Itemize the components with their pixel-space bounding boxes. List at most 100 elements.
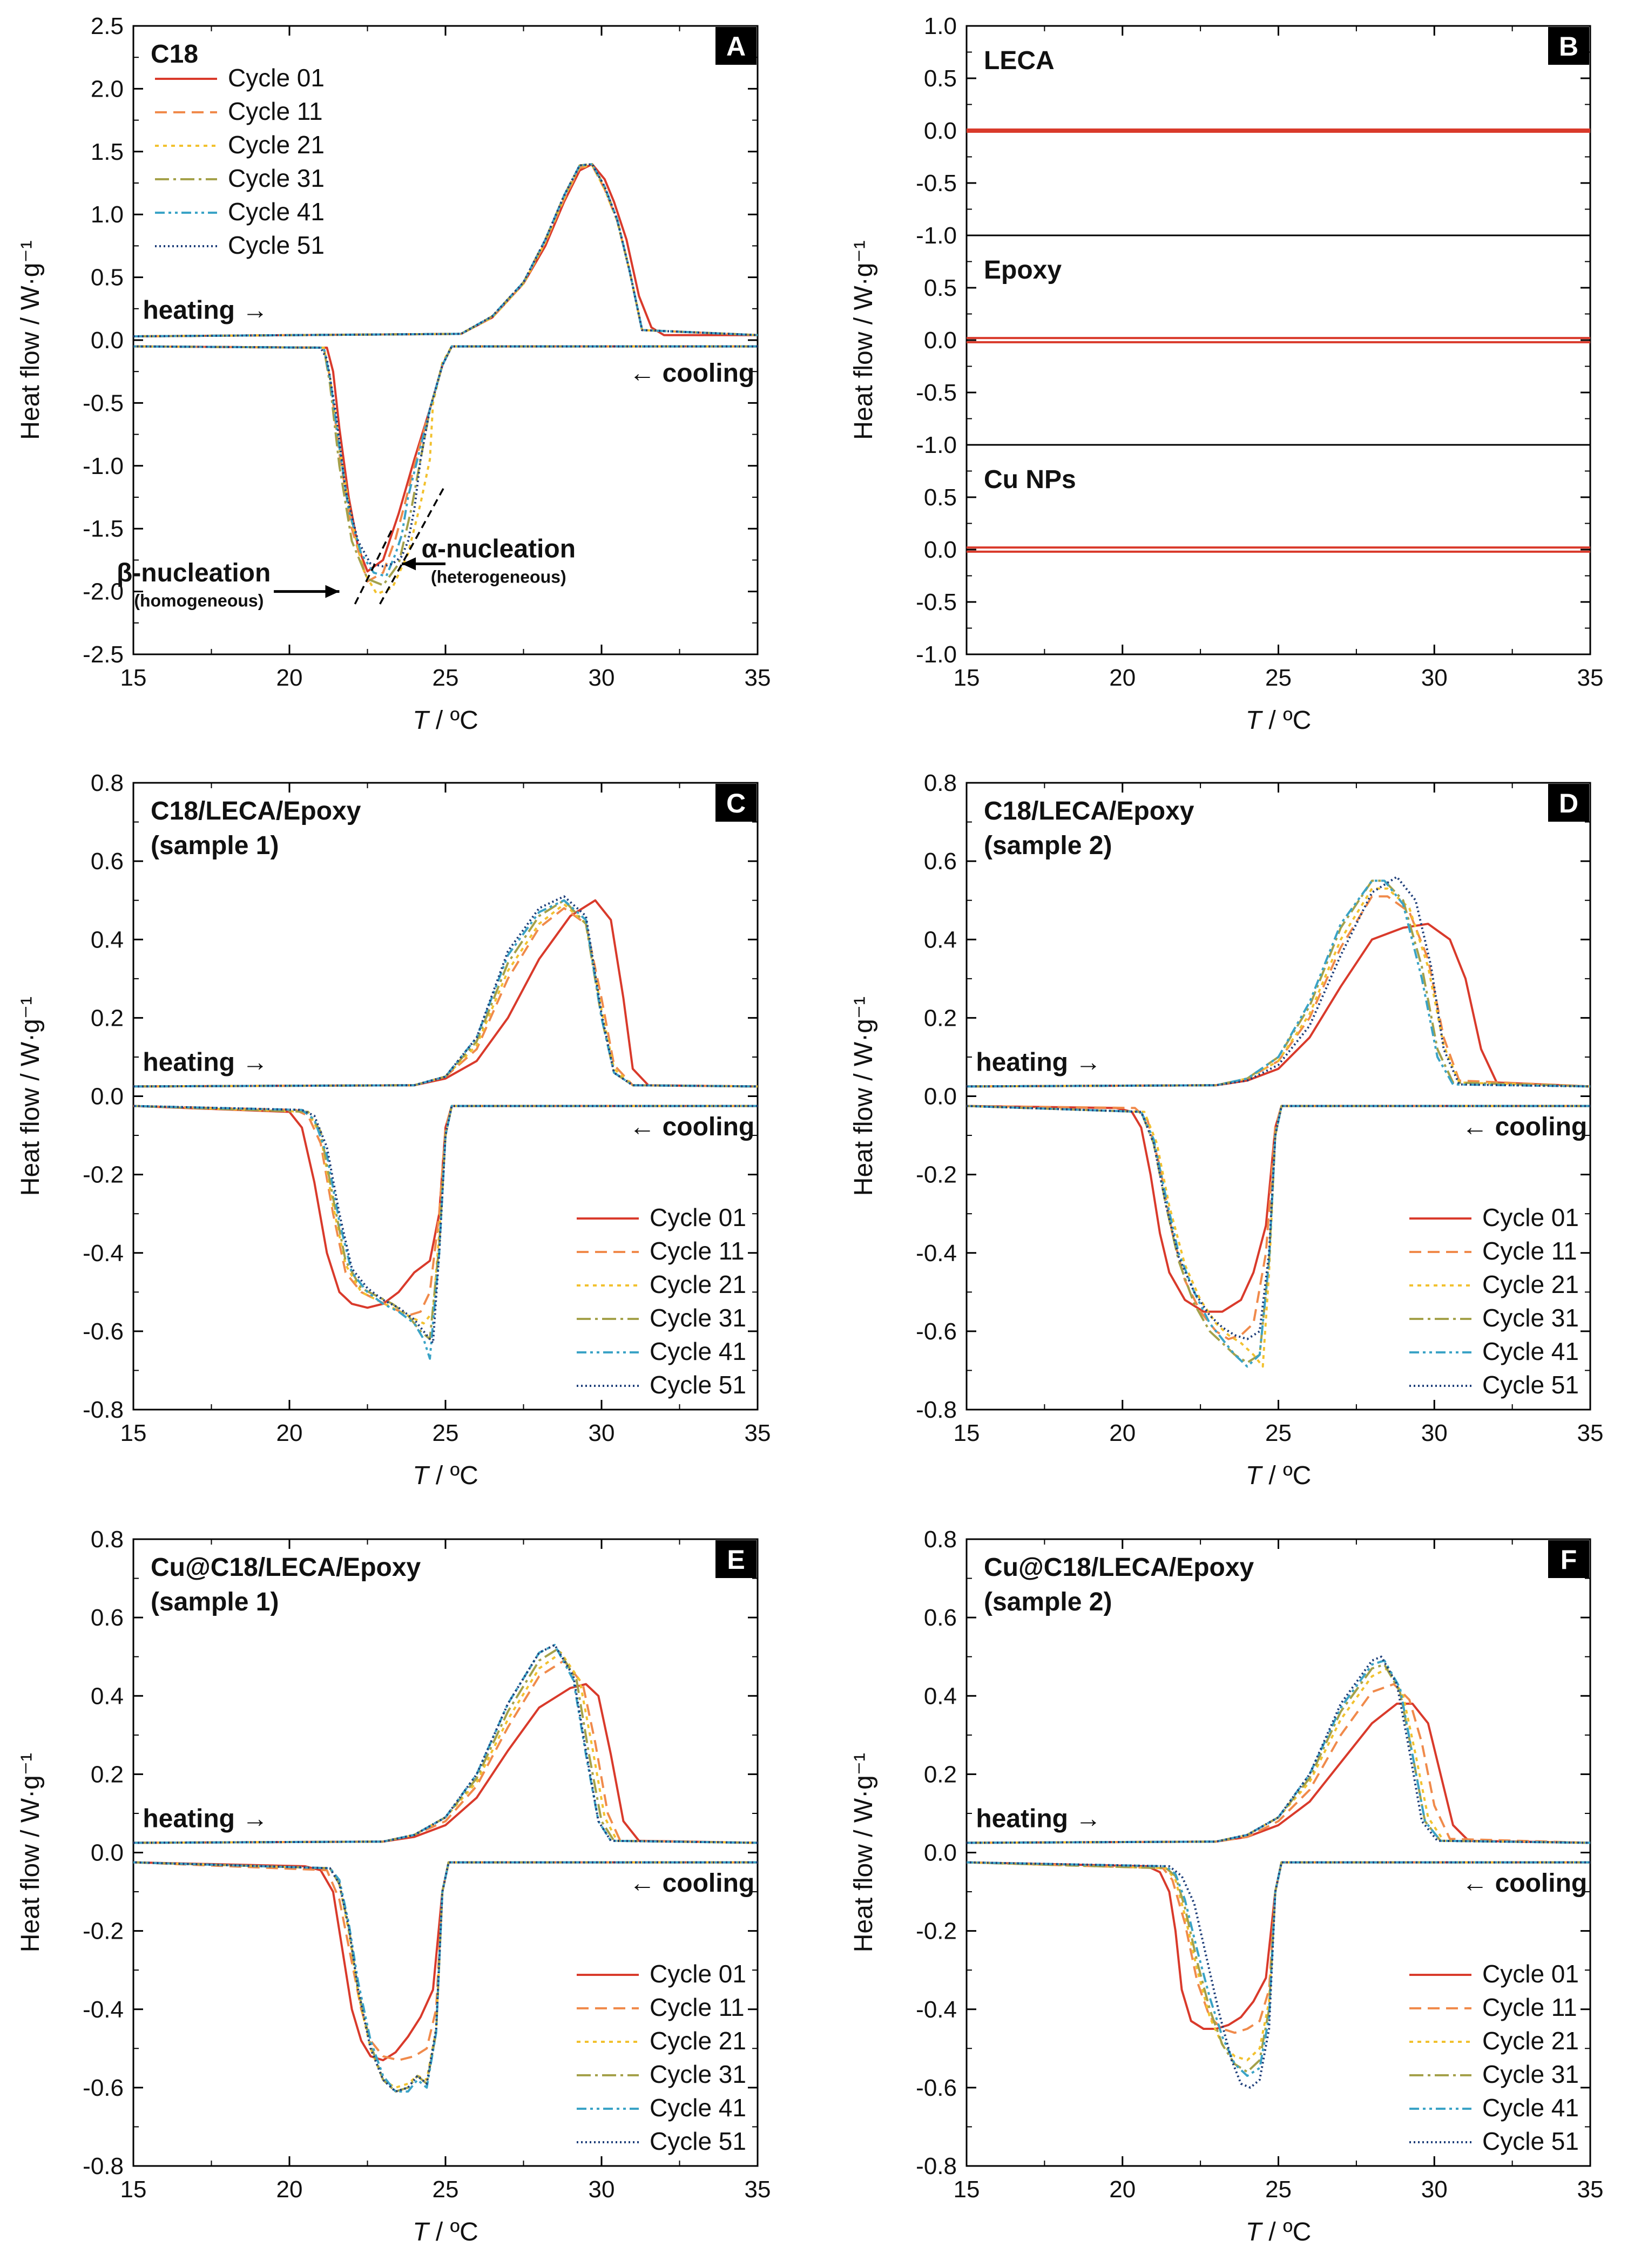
y-tick-label: 2.0 xyxy=(91,76,124,102)
legend-label: Cycle 51 xyxy=(1482,2127,1579,2155)
plot-frame xyxy=(965,25,1591,655)
annotation-subtext: (heterogeneous) xyxy=(431,567,566,586)
x-tick-label: 25 xyxy=(433,1420,459,1446)
y-tick-label: 0.0 xyxy=(924,327,957,354)
x-axis: 15 20 25 30 35 xyxy=(120,783,771,1446)
annotation-text: heating → xyxy=(976,1048,1101,1077)
y-axis-label: Heat flow / W·g⁻¹ xyxy=(849,1753,878,1952)
y-tick-label: 2.5 xyxy=(91,13,124,39)
series-line-cycle-21 xyxy=(966,1667,1591,1844)
panel-f: 15 20 25 30 35 T / ºC Heat flow / W·g⁻¹ F 0.8 0.6… xyxy=(849,1526,1603,2246)
legend-label: Cycle 31 xyxy=(228,164,325,192)
legend-label: Cycle 11 xyxy=(228,97,323,125)
series-group xyxy=(966,1655,1591,2089)
y-axis: 0.8 0.6 0.4 0.2 0.0 -0.2 -0.4 -0.6 -0.8 xyxy=(916,1526,1590,2179)
legend-label: Cycle 31 xyxy=(1482,2060,1579,2088)
x-tick-label: 35 xyxy=(745,2176,771,2203)
annotation-text: β-nucleation xyxy=(117,559,271,587)
legend-label: Cycle 11 xyxy=(650,1237,745,1265)
y-tick-label: 0.6 xyxy=(924,848,957,875)
subpanel-title: LECA xyxy=(984,46,1055,75)
nucleation-guide-line xyxy=(379,484,447,605)
y-tick-label: -0.5 xyxy=(83,390,124,416)
subpanel-title: Cu NPs xyxy=(984,465,1076,494)
y-tick-label: 0.4 xyxy=(924,1683,957,1709)
annotation-text: ← cooling xyxy=(629,359,754,388)
annotation-subtext: (homogeneous) xyxy=(134,591,264,611)
series-line-cycle-51 xyxy=(133,163,758,337)
x-tick-label: 30 xyxy=(589,2176,615,2203)
x-axis-label: T / ºC xyxy=(1246,706,1312,735)
x-tick-label: 30 xyxy=(1421,1420,1448,1446)
annotation-arrow-head xyxy=(325,585,340,598)
annotation-text: heating → xyxy=(143,1804,268,1833)
x-axis-label: T / ºC xyxy=(1246,2218,1312,2246)
y-tick-label: 0.0 xyxy=(91,1084,124,1110)
panel-letter-box xyxy=(1548,784,1589,822)
panel-letter-box xyxy=(715,27,757,65)
y-tick-label: 0.2 xyxy=(91,1761,124,1788)
y-tick-label: -1.0 xyxy=(916,641,957,668)
legend-label: Cycle 31 xyxy=(1482,1304,1579,1332)
panel-title: Cu@C18/LECA/Epoxy xyxy=(151,1553,421,1582)
panel-title: (sample 1) xyxy=(151,831,279,860)
series-group xyxy=(133,163,758,595)
annotation-text: ← cooling xyxy=(1462,1113,1587,1141)
series-line-cycle-11 xyxy=(966,1683,1591,1844)
series-line-cycle-51 xyxy=(966,1655,1591,1844)
subpanel-leca: 1.0 0.5 0.0 -0.5 -1.0 LECA xyxy=(916,13,1590,249)
x-tick-label: 30 xyxy=(589,1420,615,1446)
y-tick-label: 0.8 xyxy=(924,1526,957,1553)
panel-letter: A xyxy=(726,31,746,62)
legend-label: Cycle 11 xyxy=(1482,1237,1577,1265)
legend: Cycle 01 Cycle 11 Cycle 21 Cycle 31 Cycle 41… xyxy=(1409,1203,1579,1399)
y-tick-label: -0.4 xyxy=(83,1996,124,2023)
y-tick-label: -0.8 xyxy=(83,2153,124,2179)
y-tick-label: -0.6 xyxy=(83,1318,124,1345)
x-tick-label: 20 xyxy=(276,1420,303,1446)
legend-label: Cycle 01 xyxy=(228,64,325,92)
x-tick-label: 25 xyxy=(1265,1420,1292,1446)
panel-title: (sample 1) xyxy=(151,1588,279,1616)
legend-label: Cycle 21 xyxy=(1482,1270,1579,1298)
legend-label: Cycle 21 xyxy=(228,131,325,159)
x-axis-label-unit: / ºC xyxy=(1261,1461,1311,1490)
x-tick-label: 20 xyxy=(276,2176,303,2203)
legend-label: Cycle 41 xyxy=(228,198,325,226)
x-tick-label: 15 xyxy=(120,665,147,691)
x-tick-label: 20 xyxy=(1109,1420,1136,1446)
x-tick-label: 20 xyxy=(1109,2176,1136,2203)
x-axis-label-symbol: T xyxy=(1246,2218,1264,2246)
legend-label: Cycle 11 xyxy=(1482,1993,1577,2021)
legend-label: Cycle 11 xyxy=(650,1993,745,2021)
panel-letter-box xyxy=(1548,1540,1589,1578)
panel-letter: E xyxy=(727,1545,745,1575)
series-line-cycle-51 xyxy=(966,876,1591,1088)
series-line-cycle-51 xyxy=(133,1643,758,1844)
y-tick-label: -1.0 xyxy=(83,453,124,479)
y-tick-label: -0.6 xyxy=(83,2075,124,2101)
x-tick-label: 25 xyxy=(1265,2176,1292,2203)
y-tick-label: 0.5 xyxy=(91,265,124,291)
y-axis: 0.8 0.6 0.4 0.2 0.0 -0.2 -0.4 -0.6 -0.8 xyxy=(916,770,1590,1423)
x-tick-label: 15 xyxy=(954,665,980,691)
x-axis-label-symbol: T xyxy=(1246,1461,1264,1490)
x-axis-label-symbol: T xyxy=(413,1461,430,1490)
x-axis-label-symbol: T xyxy=(413,706,430,735)
x-tick-label: 15 xyxy=(954,1420,980,1446)
panel-letter: D xyxy=(1559,788,1578,818)
panel-letter: F xyxy=(1561,1545,1577,1575)
x-tick-label: 20 xyxy=(1109,665,1136,691)
series-line-cycle-41 xyxy=(133,899,758,1088)
y-tick-label: -0.4 xyxy=(916,1240,957,1267)
y-tick-label: -0.5 xyxy=(916,380,957,406)
y-tick-label: -1.0 xyxy=(916,222,957,249)
y-tick-label: -2.0 xyxy=(83,579,124,605)
legend: Cycle 01 Cycle 11 Cycle 21 Cycle 31 Cycle 41… xyxy=(1409,1960,1579,2155)
y-tick-label: -0.8 xyxy=(83,1397,124,1423)
x-tick-label: 35 xyxy=(1577,2176,1604,2203)
y-tick-label: -0.5 xyxy=(916,589,957,615)
panel-letter: C xyxy=(726,788,746,818)
y-tick-label: -1.5 xyxy=(83,516,124,542)
y-axis-label: Heat flow / W·g⁻¹ xyxy=(16,1753,45,1952)
